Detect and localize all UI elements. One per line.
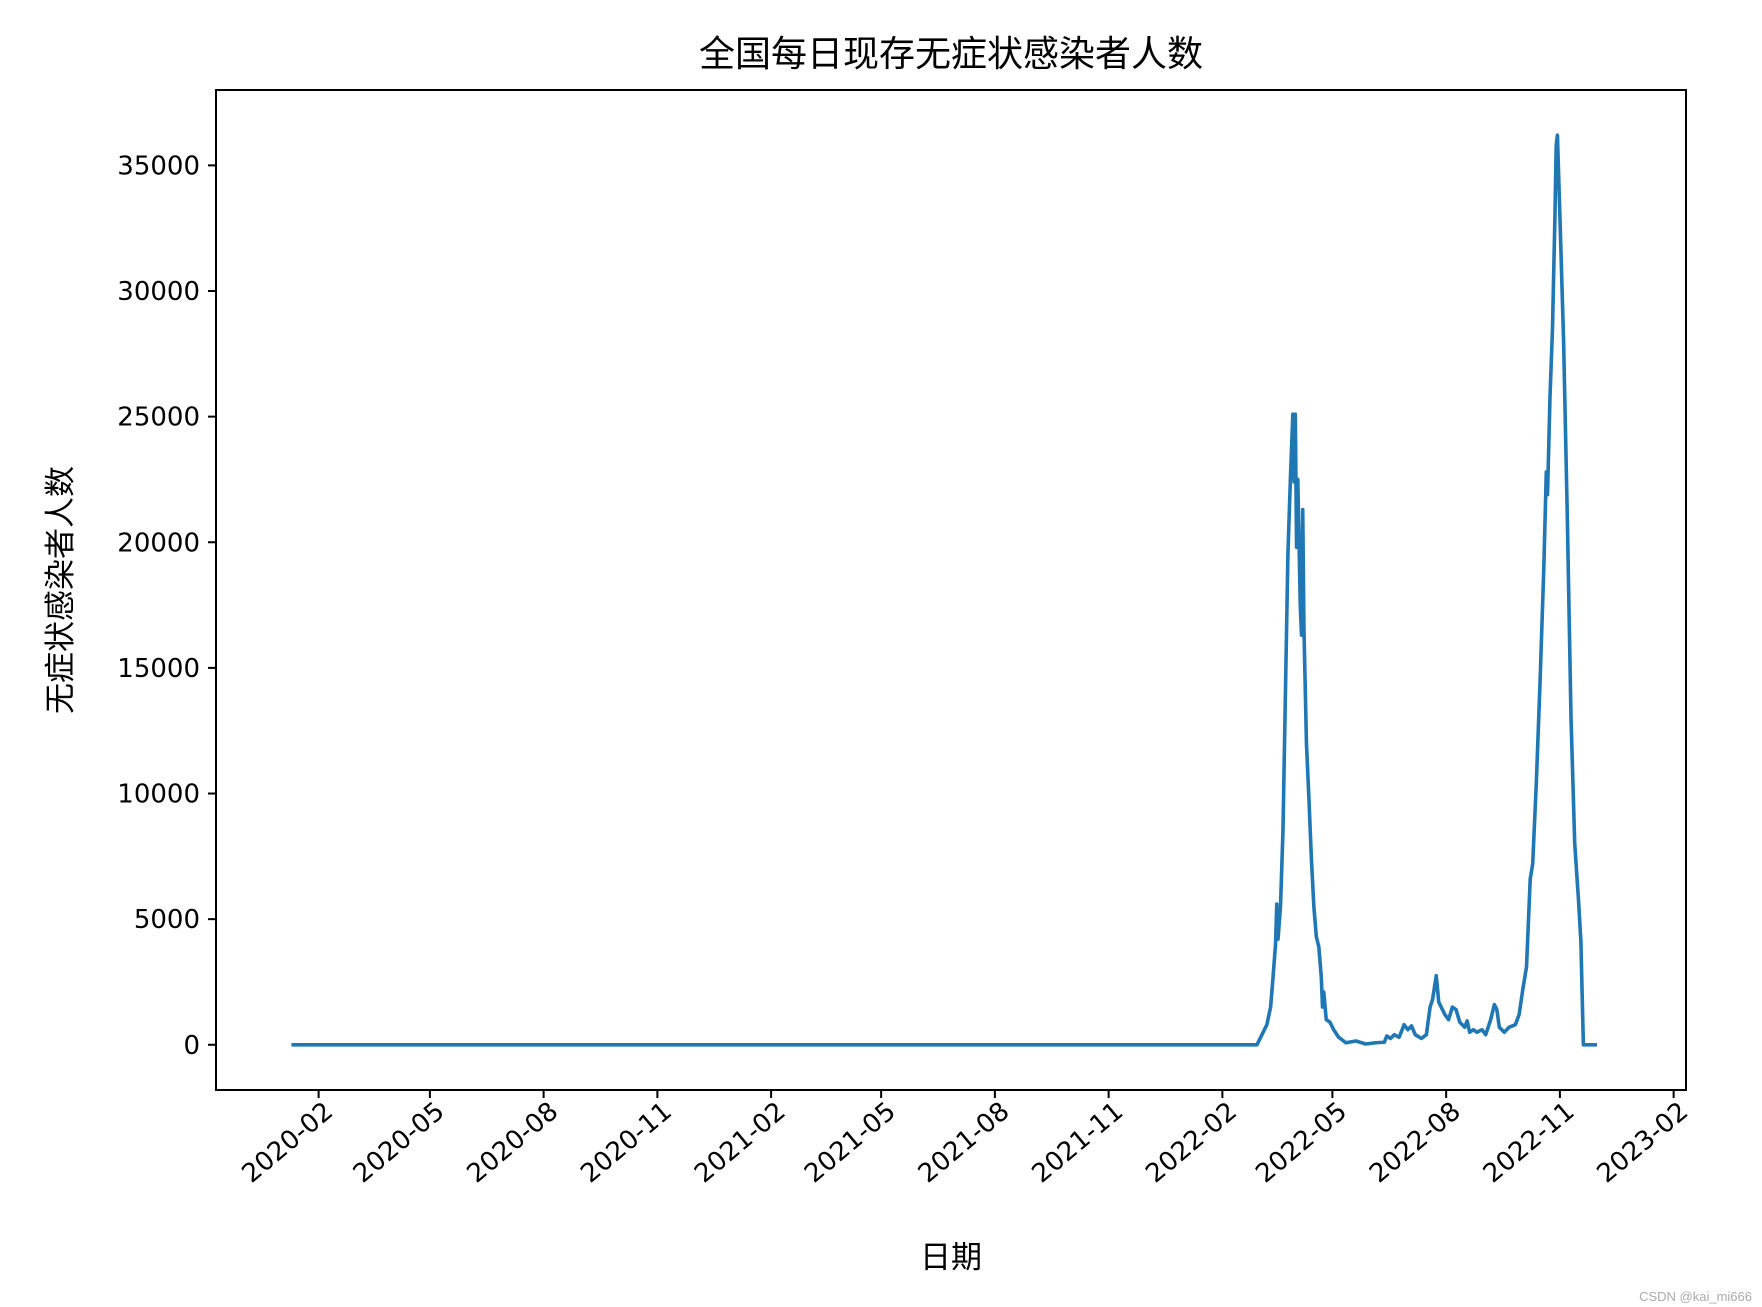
x-tick-label: 2020-05 <box>348 1096 451 1189</box>
y-tick-label: 20000 <box>117 528 200 558</box>
x-tick-label: 2020-08 <box>462 1096 565 1189</box>
watermark-text: CSDN @kai_mi666 <box>1639 1289 1752 1304</box>
y-tick-label: 15000 <box>117 654 200 684</box>
x-tick-label: 2022-02 <box>1140 1096 1243 1189</box>
x-tick-label: 2020-11 <box>575 1096 678 1189</box>
y-tick-label: 0 <box>183 1031 200 1061</box>
x-tick-label: 2022-05 <box>1250 1096 1353 1189</box>
chart-title: 全国每日现存无症状感染者人数 <box>699 34 1203 75</box>
y-axis-label: 无症状感染者人数 <box>43 466 79 714</box>
x-tick-label: 2022-08 <box>1364 1096 1467 1189</box>
x-tick-label: 2021-02 <box>689 1096 792 1189</box>
x-tick-label: 2021-05 <box>799 1096 902 1189</box>
y-tick-label: 30000 <box>117 277 200 307</box>
series-line <box>291 133 1597 1047</box>
x-tick-label: 2023-02 <box>1592 1096 1695 1189</box>
x-tick-label: 2020-02 <box>237 1096 340 1189</box>
y-tick-label: 5000 <box>134 905 200 935</box>
plot-area-frame <box>215 89 1687 1091</box>
x-tick-label: 2021-08 <box>913 1096 1016 1189</box>
y-tick-label: 10000 <box>117 780 200 810</box>
y-tick-label: 35000 <box>117 151 200 181</box>
y-axis-ticks: 0 5000 10000 15000 20000 25000 30000 35000 <box>117 151 216 1061</box>
y-tick-label: 25000 <box>117 403 200 433</box>
x-axis-ticks: 2020-02 2020-05 2020-08 2020-11 2021-02 2021-… <box>237 1090 1695 1189</box>
x-axis-label: 日期 <box>920 1240 982 1276</box>
x-tick-label: 2021-11 <box>1027 1096 1130 1189</box>
x-tick-label: 2022-11 <box>1478 1096 1581 1189</box>
